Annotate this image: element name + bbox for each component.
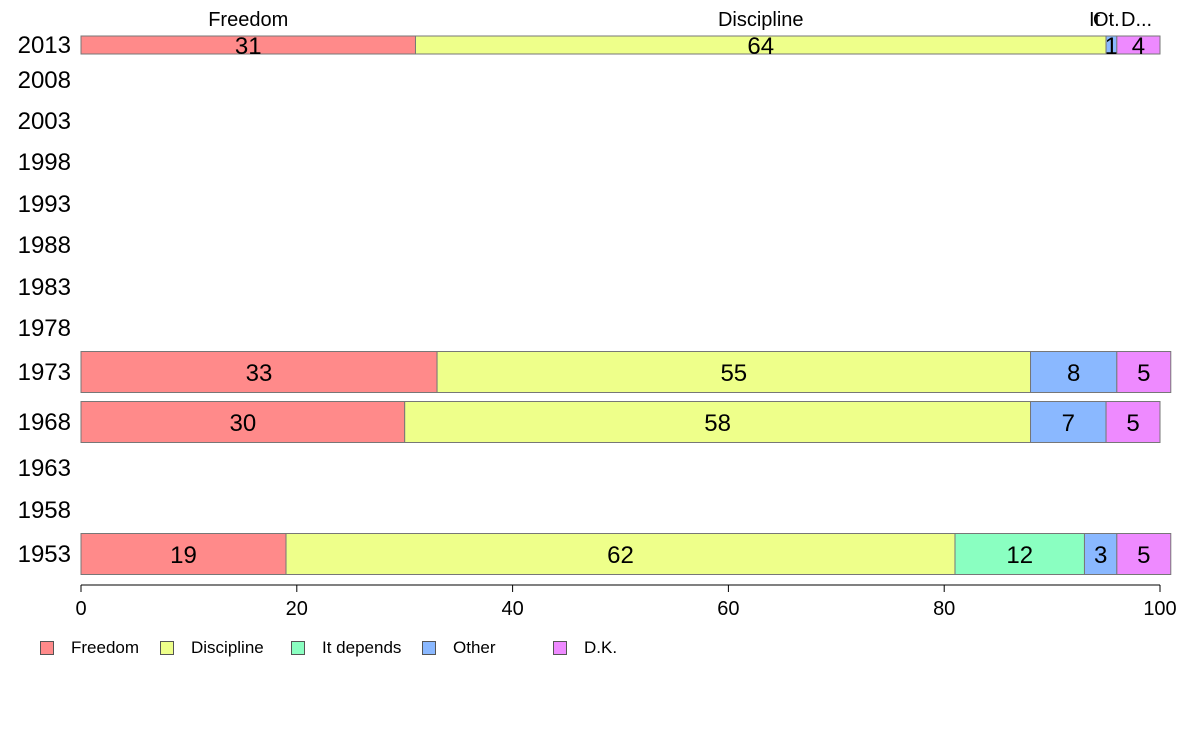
y-tick-label-1973: 1973 [18, 359, 71, 386]
y-tick-label-1993: 1993 [18, 191, 71, 218]
y-tick-label-2013: 2013 [18, 32, 71, 59]
legend-label: Freedom [71, 638, 140, 657]
x-tick-label: 0 [75, 598, 86, 620]
y-tick-label-1958: 1958 [18, 497, 71, 524]
bar-value-label: 4 [1132, 33, 1145, 60]
bar-value-label: 33 [246, 360, 273, 387]
bar-1953-it-depends [954, 533, 1085, 575]
bar-1973-discipline [436, 351, 1032, 393]
x-tick-label: 100 [1143, 598, 1176, 620]
legend-swatch [422, 641, 436, 655]
bar-value-label: 7 [1062, 410, 1075, 437]
top-segment-label: Freedom [208, 9, 288, 31]
x-tick-label: 20 [286, 598, 308, 620]
legend-swatch [291, 641, 305, 655]
legend-item-it-depends: It depends [291, 638, 422, 658]
y-tick-label-2008: 2008 [18, 67, 71, 94]
y-tick-label-1963: 1963 [18, 455, 71, 482]
bar-1968-other [1030, 401, 1107, 443]
bar-1968-discipline [404, 401, 1032, 443]
bar-value-label: 19 [170, 542, 197, 569]
bar-value-label: 55 [720, 360, 747, 387]
top-segment-label: It [1089, 9, 1101, 31]
x-tick-label: 60 [717, 598, 739, 620]
y-tick-label-2003: 2003 [18, 108, 71, 135]
top-segment-label: Ot. [1093, 9, 1120, 31]
bar-value-label: 62 [607, 542, 634, 569]
legend-item-d-k-: D.K. [553, 638, 633, 658]
top-segment-label: D... [1121, 9, 1152, 31]
y-tick-label-1978: 1978 [18, 315, 71, 342]
legend-label: Discipline [191, 638, 264, 657]
bar-value-label: 8 [1067, 360, 1080, 387]
bar-1968-d-k- [1105, 401, 1161, 443]
bar-value-label: 3 [1094, 542, 1107, 569]
y-tick-label-1983: 1983 [18, 274, 71, 301]
legend: Freedom Discipline It depends Other D.K. [40, 638, 633, 658]
legend-label: Other [453, 638, 496, 657]
legend-label: It depends [322, 638, 402, 657]
y-tick-label-1953: 1953 [18, 541, 71, 568]
legend-label: D.K. [584, 638, 618, 657]
y-tick-label-1968: 1968 [18, 409, 71, 436]
bar-1953-d-k- [1116, 533, 1172, 575]
bar-value-label: 5 [1137, 542, 1150, 569]
bar-1968-freedom [80, 401, 406, 443]
bar-1973-d-k- [1116, 351, 1172, 393]
bar-value-label: 5 [1137, 360, 1150, 387]
legend-swatch [40, 641, 54, 655]
legend-item-freedom: Freedom [40, 638, 160, 658]
bar-1953-other [1083, 533, 1118, 575]
y-tick-label-1998: 1998 [18, 149, 71, 176]
x-tick-label: 80 [933, 598, 955, 620]
legend-swatch [160, 641, 174, 655]
bar-value-label: 64 [747, 33, 774, 60]
bar-value-label: 5 [1126, 410, 1139, 437]
top-segment-label: Discipline [718, 9, 804, 31]
bar-value-label: 58 [704, 410, 731, 437]
bar-value-label: 1 [1105, 33, 1118, 60]
legend-item-other: Other [422, 638, 553, 658]
legend-swatch [553, 641, 567, 655]
x-tick-label: 40 [501, 598, 523, 620]
bar-1953-discipline [285, 533, 956, 575]
legend-item-discipline: Discipline [160, 638, 291, 658]
y-tick-label-1988: 1988 [18, 232, 71, 259]
bar-2013-d-k- [1116, 35, 1161, 55]
bar-value-label: 30 [229, 410, 256, 437]
bar-value-label: 31 [235, 33, 262, 60]
bar-1953-freedom [80, 533, 287, 575]
bar-value-label: 12 [1006, 542, 1033, 569]
bar-1973-freedom [80, 351, 438, 393]
